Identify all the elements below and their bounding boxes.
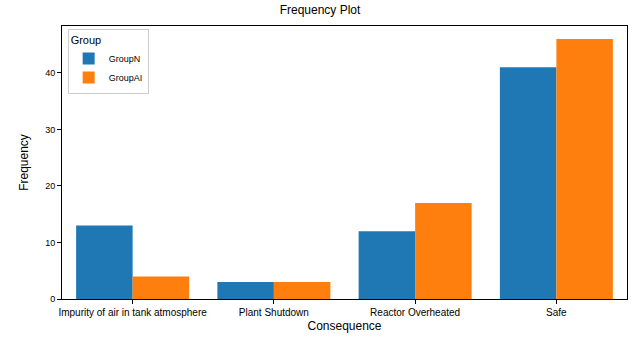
- svg-text:Frequency: Frequency: [17, 134, 31, 191]
- svg-text:Consequence: Consequence: [307, 319, 381, 333]
- svg-text:GroupAI: GroupAI: [109, 73, 143, 83]
- svg-text:GroupN: GroupN: [109, 54, 141, 64]
- svg-text:0: 0: [50, 294, 55, 304]
- svg-text:Safe: Safe: [546, 307, 567, 318]
- svg-text:Plant Shutdown: Plant Shutdown: [239, 307, 309, 318]
- svg-text:10: 10: [45, 238, 55, 248]
- svg-text:Group: Group: [71, 34, 102, 46]
- svg-text:Reactor Overheated: Reactor Overheated: [370, 307, 460, 318]
- svg-text:30: 30: [45, 125, 55, 135]
- svg-text:40: 40: [45, 68, 55, 78]
- svg-text:20: 20: [45, 181, 55, 191]
- svg-text:Impurity of air in tank atmosp: Impurity of air in tank atmosphere: [58, 307, 207, 318]
- svg-text:Frequency Plot: Frequency Plot: [280, 3, 361, 17]
